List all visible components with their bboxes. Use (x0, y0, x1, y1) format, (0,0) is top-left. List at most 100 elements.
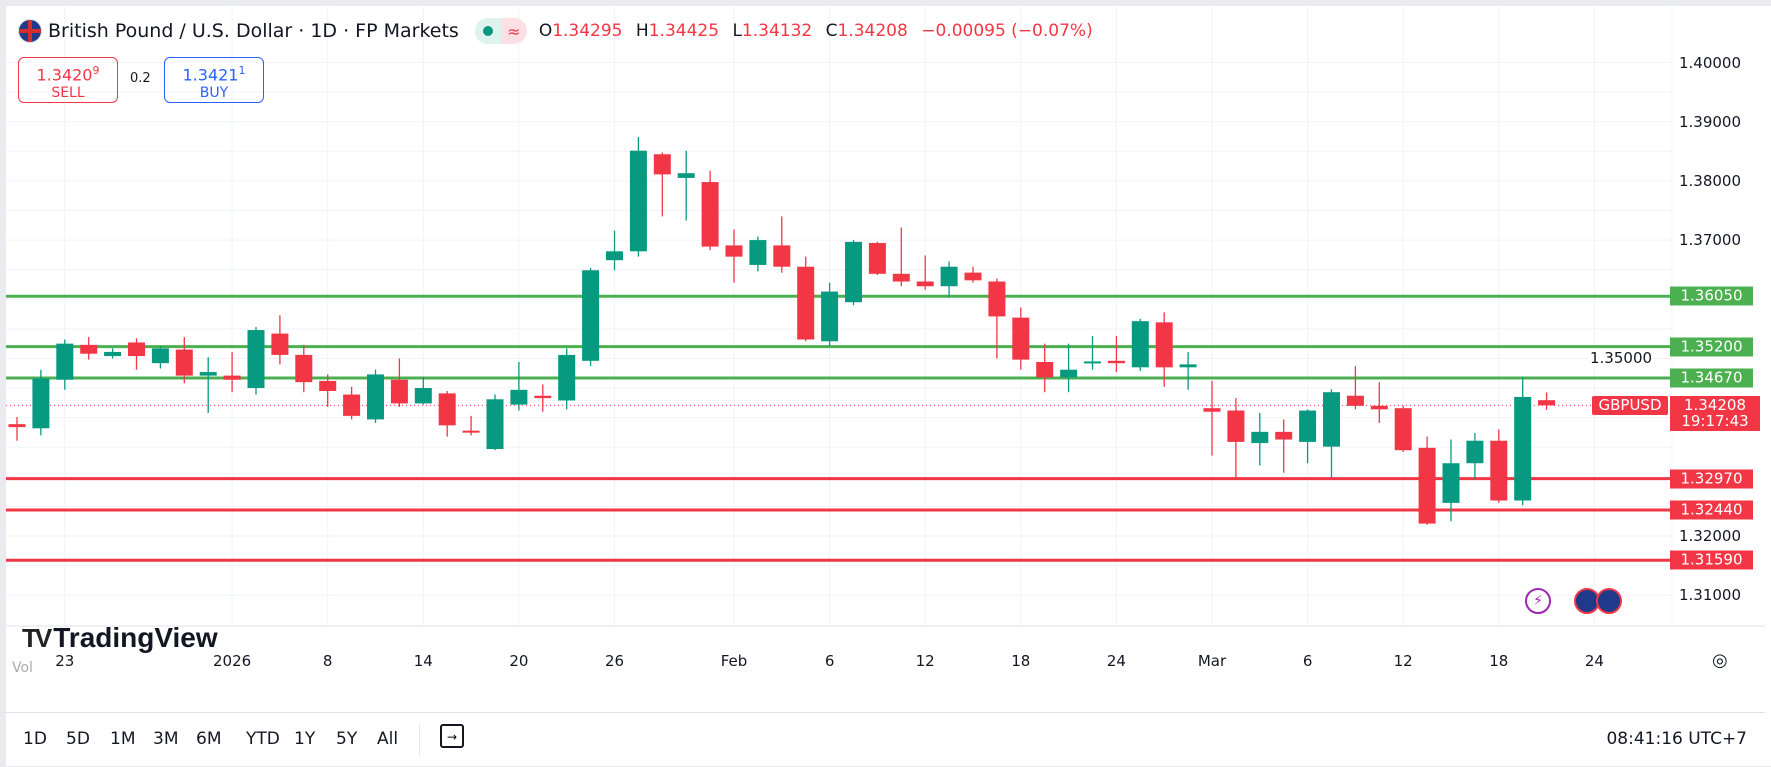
candle-down (1227, 410, 1245, 442)
range-button-all[interactable]: All (377, 729, 399, 749)
close-value: 1.34208 (837, 21, 908, 41)
current-price-tag: 1.34208 19:17:43 (1670, 396, 1760, 432)
time-tick-label: 8 (322, 652, 333, 670)
candle-down (1418, 447, 1436, 524)
time-tick-label: 24 (1584, 652, 1604, 670)
candle-up (845, 241, 862, 303)
candle-up (247, 330, 265, 389)
candle-up (558, 354, 576, 401)
range-button-1y[interactable]: 1Y (294, 729, 316, 749)
candle-down (701, 182, 719, 247)
tradingview-mark-icon: TV (22, 622, 52, 653)
range-button-6m[interactable]: 6M (196, 729, 222, 749)
candle-down (128, 342, 145, 357)
candle-down (80, 344, 98, 354)
candle-down (1012, 317, 1030, 360)
symbol-title[interactable]: British Pound / U.S. Dollar · 1D · FP Ma… (48, 20, 459, 42)
candle-up (606, 251, 623, 261)
buy-price: 1.3421 (182, 65, 239, 85)
candle-down (319, 380, 337, 392)
candle-down (1275, 431, 1293, 440)
go-to-date-calendar-icon[interactable]: → (440, 724, 464, 748)
level-price-label[interactable]: 1.31590 (1670, 550, 1753, 570)
range-button-3m[interactable]: 3M (153, 729, 179, 749)
time-tick-label: 23 (55, 652, 75, 670)
time-tick-label: 20 (509, 652, 529, 670)
candle-down (1370, 405, 1388, 410)
candle-up (1514, 396, 1532, 501)
chart-panel (6, 6, 1771, 766)
time-tick-label: 12 (915, 652, 935, 670)
candle-up (1131, 321, 1149, 368)
candle-up (1323, 392, 1340, 447)
candle-up (1251, 431, 1269, 444)
sell-label: SELL (51, 85, 85, 102)
candle-up (1179, 364, 1197, 368)
candle-down (223, 375, 241, 380)
price-tick-label: 1.31000 (1678, 586, 1741, 605)
candle-up (582, 270, 600, 361)
candle-up (151, 348, 169, 364)
time-tick-label: 14 (413, 652, 433, 670)
time-tick-label: 6 (1302, 652, 1313, 670)
candle-up (510, 389, 528, 405)
level-price-label[interactable]: 1.32970 (1670, 469, 1753, 489)
time-tick-label: Feb (720, 652, 748, 670)
candle-up (1060, 369, 1078, 378)
price-tick-label: 1.35000 (1588, 349, 1655, 368)
candle-up (414, 388, 432, 404)
open-value: 1.34295 (552, 21, 623, 41)
uk-flag-event-icon[interactable] (1596, 588, 1622, 614)
bar-countdown: 19:17:43 (1681, 412, 1749, 431)
candle-down (1107, 360, 1125, 364)
candle-up (367, 374, 384, 420)
level-price-label[interactable]: 1.36050 (1670, 286, 1753, 306)
sell-button[interactable]: 1.34209 SELL (18, 57, 118, 103)
market-open-dot-icon (474, 18, 501, 44)
range-button-1m[interactable]: 1M (110, 729, 136, 749)
buy-button[interactable]: 1.34211 BUY (164, 57, 264, 103)
spread-value: 0.2 (130, 71, 151, 86)
level-price-label[interactable]: 1.35200 (1670, 337, 1753, 357)
bottom-toolbar: 1D 5D 1M 3M 6M YTD 1Y 5Y All → 08:41:16 UTC+7 (0, 712, 1765, 767)
chart-settings-eye-icon[interactable]: ◎ (1712, 650, 1728, 671)
price-tick-label: 1.40000 (1678, 53, 1741, 72)
buy-label: BUY (199, 85, 229, 102)
candle-down (725, 245, 743, 257)
range-button-5d[interactable]: 5D (66, 729, 90, 749)
candle-down (462, 430, 480, 433)
candle-down (390, 379, 408, 404)
candle-up (1466, 440, 1484, 464)
time-tick-label: 2026 (213, 652, 252, 670)
time-tick-label: 26 (604, 652, 625, 670)
candle-down (773, 245, 791, 267)
range-button-1d[interactable]: 1D (23, 729, 47, 749)
candle-up (56, 343, 74, 380)
candle-down (868, 243, 886, 274)
range-button-5y[interactable]: 5Y (336, 729, 358, 749)
candle-up (821, 291, 839, 342)
candle-up (749, 240, 767, 265)
market-status[interactable]: ≈ (474, 18, 527, 44)
candle-down (797, 266, 815, 340)
symbol-header: British Pound / U.S. Dollar · 1D · FP Ma… (18, 16, 1101, 46)
candle-up (677, 173, 695, 178)
candle-down (8, 424, 26, 428)
price-tick-label: 1.38000 (1678, 171, 1741, 190)
level-price-label[interactable]: 1.32440 (1670, 500, 1753, 520)
candle-down (343, 394, 361, 416)
tradingview-logo[interactable]: TV TradingView (22, 622, 218, 653)
volume-label[interactable]: Vol (12, 660, 33, 676)
candle-down (916, 281, 934, 287)
price-tick-label: 1.39000 (1678, 112, 1741, 131)
range-button-ytd[interactable]: YTD (246, 729, 280, 749)
price-tick-label: 1.32000 (1678, 527, 1741, 546)
candle-down (295, 354, 313, 383)
clock-timezone[interactable]: 08:41:16 UTC+7 (1606, 729, 1747, 749)
candle-up (32, 378, 50, 429)
data-delayed-icon: ≈ (500, 18, 527, 44)
level-price-label[interactable]: 1.34670 (1670, 368, 1753, 388)
time-tick-label: 18 (1011, 652, 1031, 670)
lightning-event-icon[interactable]: ⚡ (1525, 588, 1551, 614)
